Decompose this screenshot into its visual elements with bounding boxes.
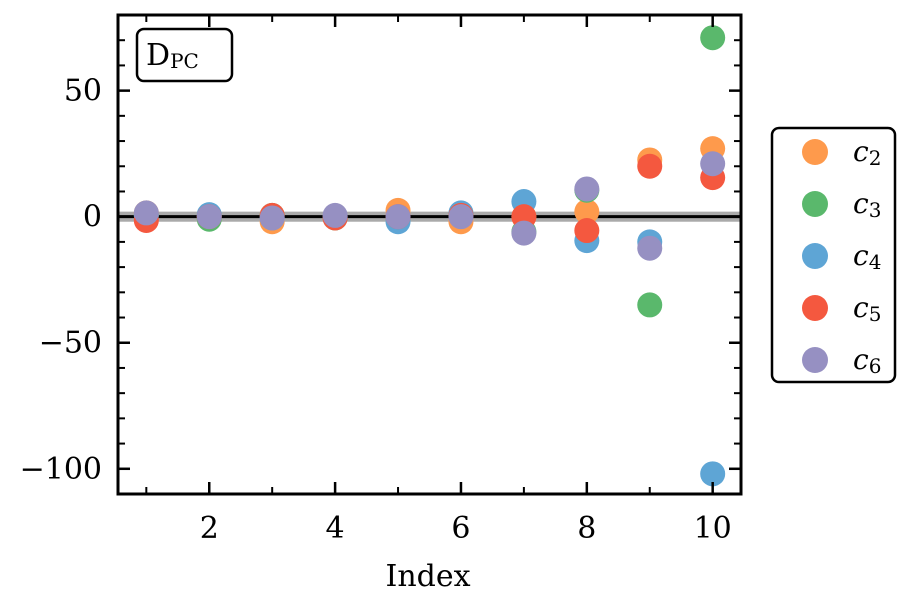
data-point-c5 (637, 153, 663, 179)
data-point-c3 (637, 292, 663, 318)
legend-label-c4: c4 (853, 239, 881, 274)
legend-label-main: c (853, 291, 869, 324)
annotation-main: D (146, 38, 170, 73)
data-point-c6 (385, 204, 411, 230)
annotation-subscript: PC (170, 49, 199, 73)
legend-label-subscript: 3 (869, 198, 882, 222)
legend-label-subscript: 2 (869, 146, 882, 170)
legend-label-main: c (853, 239, 869, 272)
legend-marker-c4 (802, 243, 828, 269)
data-point-c6 (700, 151, 726, 177)
data-point-c2 (574, 199, 600, 225)
legend-frame (770, 126, 897, 384)
data-point-c4 (700, 461, 726, 487)
y-tick-label: 50 (64, 74, 102, 109)
annotation-label: DPC (146, 38, 199, 73)
x-tick-label: 6 (451, 511, 470, 546)
legend-label-c3: c3 (853, 187, 881, 222)
annotation-frame (135, 27, 234, 83)
x-tick-label: 8 (577, 511, 596, 546)
data-point-c6 (196, 204, 222, 230)
legend-label-c2: c2 (853, 135, 881, 170)
x-axis-label: Index (385, 559, 470, 594)
plot-frame (116, 13, 743, 496)
legend-marker-c5 (802, 295, 828, 321)
annotation-box: DPC (135, 27, 234, 83)
data-point-c6 (133, 200, 159, 226)
legend-label-subscript: 4 (869, 250, 882, 274)
legend-label-main: c (853, 343, 869, 376)
data-point-c5 (574, 218, 600, 244)
x-tick-label: 10 (694, 511, 732, 546)
data-point-c6 (574, 176, 600, 202)
tick-labels-layer: 2 4 6 8 10 50 0 −50 −100 (20, 74, 732, 546)
data-point-c6 (637, 235, 663, 261)
data-point-c6 (448, 204, 474, 230)
legend-marker-c6 (802, 347, 828, 373)
legend-marker-c3 (802, 191, 828, 217)
legend-label-c6: c6 (853, 343, 881, 378)
legend-label-main: c (853, 187, 869, 220)
data-point-c6 (259, 205, 285, 231)
data-point-c6 (511, 220, 537, 246)
y-tick-label: −50 (39, 326, 102, 361)
y-tick-label: −100 (20, 452, 102, 487)
y-tick-label: 0 (83, 200, 102, 235)
data-point-c3 (700, 25, 726, 51)
legend-label-subscript: 5 (869, 302, 882, 326)
x-tick-label: 4 (326, 511, 345, 546)
legend-label-subscript: 6 (869, 354, 882, 378)
data-points-layer (133, 25, 726, 487)
legend-label-main: c (853, 135, 869, 168)
legend-label-c5: c5 (853, 291, 881, 326)
data-point-c6 (322, 202, 348, 228)
legend-marker-c2 (802, 139, 828, 165)
x-tick-label: 2 (200, 511, 219, 546)
